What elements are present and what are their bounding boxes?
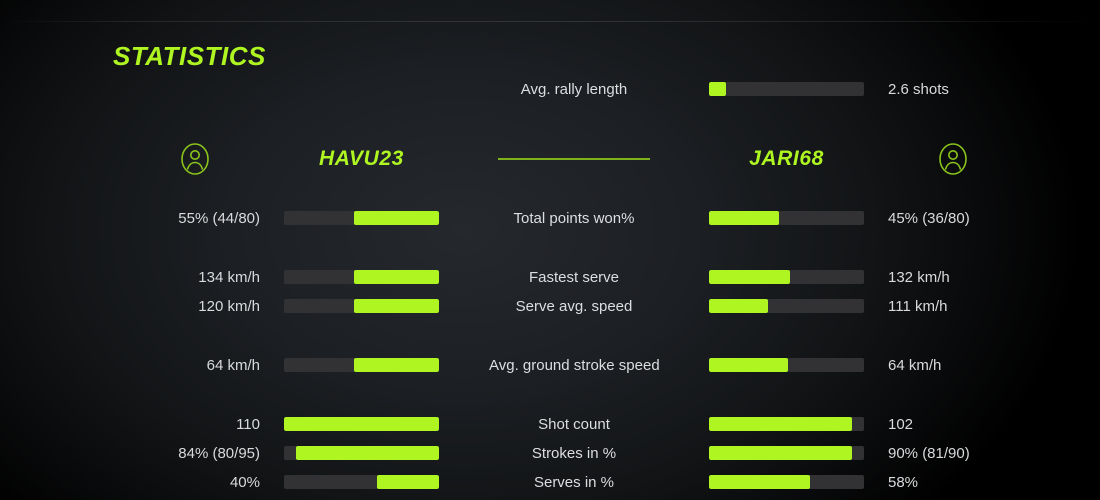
stat-left-bar-fill bbox=[353, 211, 439, 225]
stat-right-bar-fill bbox=[709, 358, 789, 372]
avg-rally-length-bar-cell bbox=[709, 82, 864, 96]
stat-label: Shot count bbox=[538, 415, 610, 433]
stat-right-bar-fill bbox=[709, 211, 779, 225]
stat-row: 40% Serves in % 58% bbox=[0, 469, 1100, 495]
stat-right-bar-cell bbox=[709, 417, 864, 431]
stat-label: Fastest serve bbox=[528, 268, 620, 286]
stat-right-bar-cell bbox=[709, 211, 864, 225]
stat-right-bar bbox=[709, 358, 864, 372]
stat-right-bar-cell bbox=[709, 358, 864, 372]
stat-row: 134 km/h Fastest serve 132 km/h bbox=[0, 264, 1100, 290]
stat-left-bar-cell bbox=[284, 211, 439, 225]
stat-left-value: 110 bbox=[236, 415, 260, 433]
stat-row: 64 km/h Avg. ground stroke speed 64 km/h bbox=[0, 352, 1100, 378]
stat-right-bar-fill bbox=[709, 299, 768, 313]
stat-left-value: 64 km/h bbox=[206, 356, 260, 374]
stat-left-bar-cell bbox=[284, 475, 439, 489]
stat-left-bar-cell bbox=[284, 358, 439, 372]
top-divider bbox=[0, 21, 1100, 22]
stat-right-value: 45% (36/80) bbox=[888, 209, 970, 227]
stat-right-bar bbox=[709, 211, 864, 225]
stat-left-bar-cell bbox=[284, 299, 439, 313]
stat-left-bar bbox=[284, 358, 439, 372]
player-right-name[interactable]: JARI68 bbox=[749, 147, 824, 170]
stat-left-bar bbox=[284, 299, 439, 313]
player-left-avatar[interactable] bbox=[130, 142, 260, 176]
stat-left-value: 84% (80/95) bbox=[178, 444, 260, 462]
stat-left-bar bbox=[284, 446, 439, 460]
stat-row: 55% (44/80) Total points won% 45% (36/80) bbox=[0, 205, 1100, 231]
stat-left-bar-fill bbox=[296, 446, 439, 460]
stat-right-bar-cell bbox=[709, 270, 864, 284]
stat-right-bar bbox=[709, 446, 864, 460]
players-header-row: HAVU23 JARI68 bbox=[0, 140, 1100, 178]
stat-left-value: 120 km/h bbox=[198, 297, 260, 315]
avg-rally-length-bar-fill bbox=[709, 82, 727, 96]
stat-right-value: 58% bbox=[888, 473, 919, 491]
stat-label: Serve avg. speed bbox=[515, 297, 633, 315]
avg-rally-length-bar bbox=[709, 82, 864, 96]
stat-right-bar-fill bbox=[709, 475, 810, 489]
stat-left-bar-fill bbox=[377, 475, 439, 489]
stat-left-value: 55% (44/80) bbox=[178, 209, 260, 227]
players-divider-line bbox=[489, 158, 659, 160]
stat-right-value: 132 km/h bbox=[888, 268, 950, 286]
player-right-avatar[interactable] bbox=[888, 142, 1018, 176]
stat-right-bar-fill bbox=[709, 446, 852, 460]
stat-right-value: 111 km/h bbox=[888, 297, 948, 315]
stat-left-bar-fill bbox=[353, 270, 439, 284]
stat-left-value: 134 km/h bbox=[198, 268, 260, 286]
stat-right-value: 102 bbox=[888, 415, 914, 433]
stat-right-bar-fill bbox=[709, 270, 790, 284]
stat-left-value: 40% bbox=[229, 473, 260, 491]
stat-left-bar bbox=[284, 211, 439, 225]
stat-left-bar bbox=[284, 475, 439, 489]
stat-right-bar bbox=[709, 417, 864, 431]
stat-row: 120 km/h Serve avg. speed 111 km/h bbox=[0, 293, 1100, 319]
stat-right-bar-cell bbox=[709, 475, 864, 489]
stat-left-bar bbox=[284, 270, 439, 284]
avg-rally-length-row: Avg. rally length 2.6 shots bbox=[0, 76, 1100, 102]
stat-left-bar-fill bbox=[353, 299, 439, 313]
stat-right-bar bbox=[709, 299, 864, 313]
stat-row: 84% (80/95) Strokes in % 90% (81/90) bbox=[0, 440, 1100, 466]
page-title: STATISTICS bbox=[113, 41, 266, 71]
avg-rally-length-label: Avg. rally length bbox=[520, 80, 628, 98]
stat-row: 110 Shot count 102 bbox=[0, 411, 1100, 437]
stat-left-bar-cell bbox=[284, 270, 439, 284]
stat-left-bar-cell bbox=[284, 417, 439, 431]
stat-right-value: 64 km/h bbox=[888, 356, 942, 374]
stat-right-bar-cell bbox=[709, 446, 864, 460]
stat-left-bar bbox=[284, 417, 439, 431]
player-left-name[interactable]: HAVU23 bbox=[319, 147, 404, 170]
stat-left-bar-fill bbox=[284, 417, 439, 431]
stat-right-value: 90% (81/90) bbox=[888, 444, 970, 462]
stat-label: Total points won% bbox=[513, 209, 635, 227]
stat-left-bar-cell bbox=[284, 446, 439, 460]
stat-right-bar-cell bbox=[709, 299, 864, 313]
stat-label: Avg. ground stroke speed bbox=[489, 356, 660, 374]
avg-rally-length-value: 2.6 shots bbox=[888, 80, 949, 98]
stat-right-bar-fill bbox=[709, 417, 852, 431]
stat-left-bar-fill bbox=[353, 358, 439, 372]
stat-right-bar bbox=[709, 270, 864, 284]
stat-label: Serves in % bbox=[533, 473, 615, 491]
stat-label: Strokes in % bbox=[531, 444, 617, 462]
stat-right-bar bbox=[709, 475, 864, 489]
